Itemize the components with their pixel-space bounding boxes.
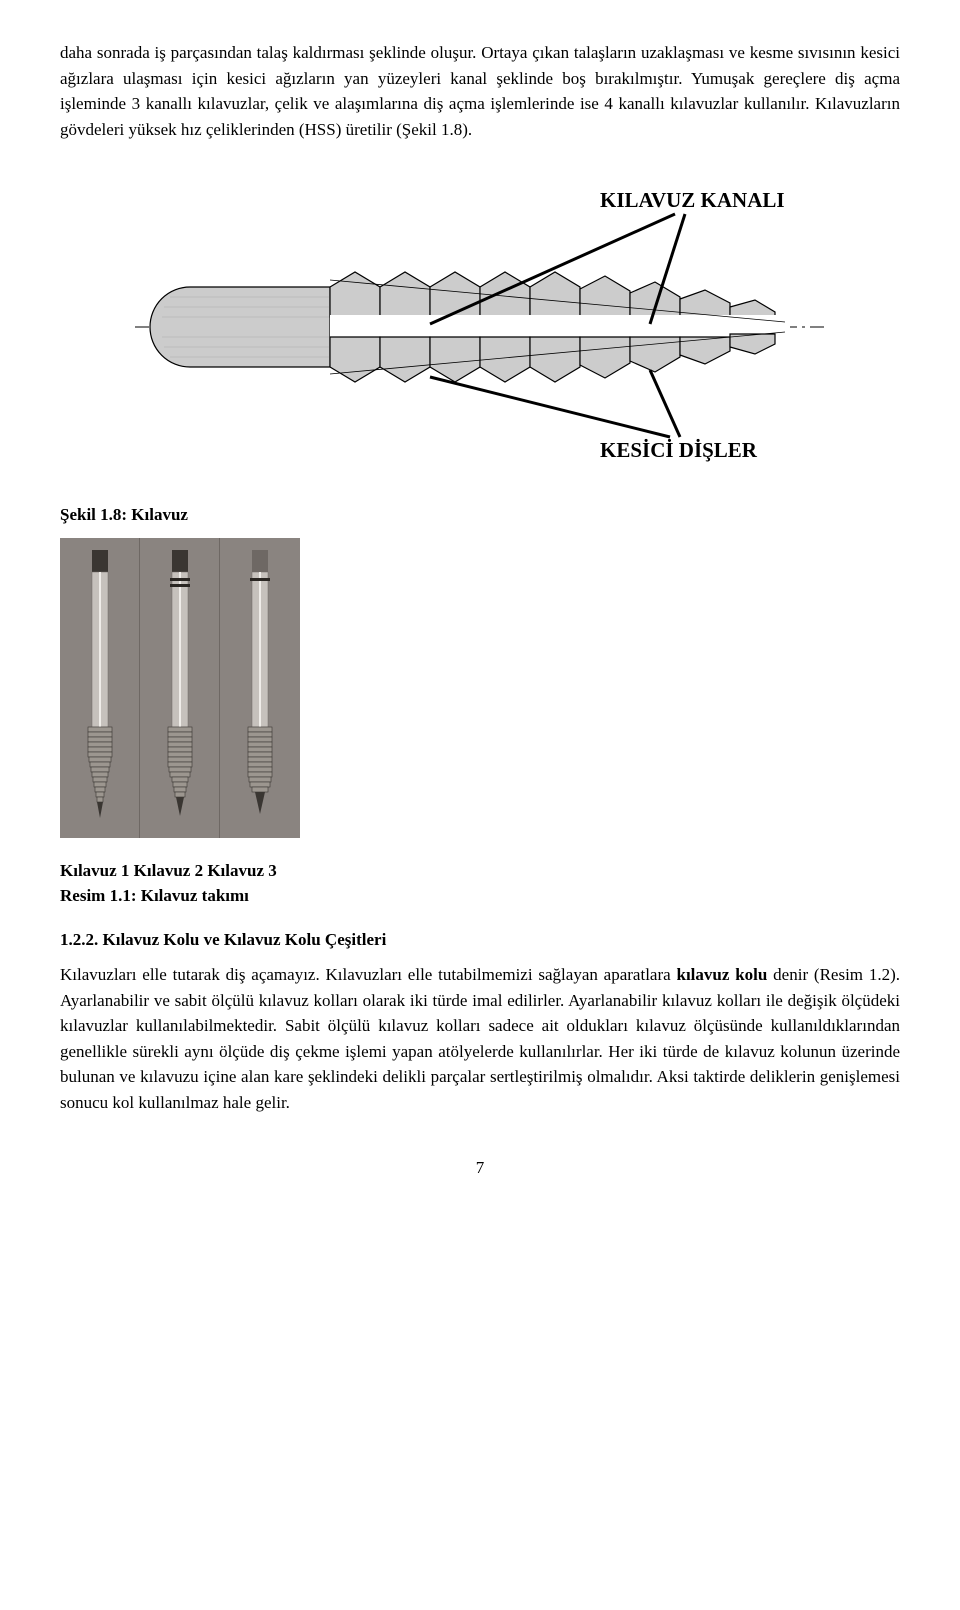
body-paragraph-2: Kılavuzları elle tutarak diş açamayız. K… (60, 962, 900, 1115)
tap-photo-2 (140, 538, 220, 838)
label-kilavuz-kanali: KILAVUZ KANALI (600, 188, 785, 212)
figure-2-caption-line-1: Kılavuz 1 Kılavuz 2 Kılavuz 3 (60, 858, 900, 884)
upper-teeth (330, 272, 775, 320)
para2-text-b: denir (Resim 1.2). Ayarlanabilir ve sabi… (60, 965, 900, 1112)
tap-photo-1 (60, 538, 140, 838)
tap-photo-3 (220, 538, 300, 838)
figure-2-caption-line-2: Resim 1.1: Kılavuz takımı (60, 883, 900, 909)
figure-tap-diagram: KILAVUZ KANALI KESİCİ DİŞLER (130, 172, 830, 472)
figure-1-caption: Şekil 1.8: Kılavuz (60, 502, 900, 528)
para2-bold-1: kılavuz kolu (677, 965, 768, 984)
label-kesici-disler: KESİCİ DİŞLER (600, 438, 758, 462)
body-paragraph-1: daha sonrada iş parçasından talaş kaldır… (60, 40, 900, 142)
figure-tap-set-photo (60, 538, 900, 838)
lower-teeth (330, 334, 775, 382)
para2-text-a: Kılavuzları elle tutarak diş açamayız. K… (60, 965, 677, 984)
page-number: 7 (60, 1155, 900, 1181)
section-heading: 1.2.2. Kılavuz Kolu ve Kılavuz Kolu Çeşi… (60, 927, 900, 953)
